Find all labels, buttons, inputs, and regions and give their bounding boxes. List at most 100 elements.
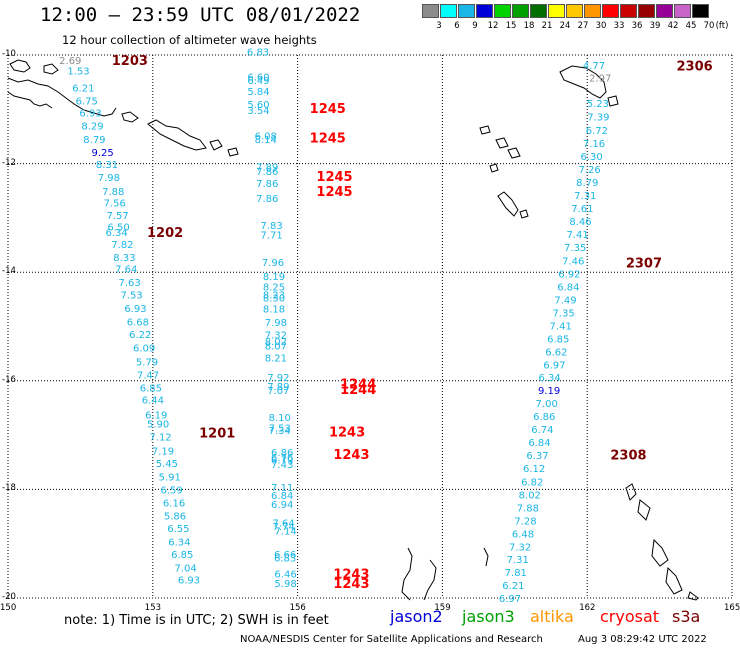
wave-height-value: 7.19 [152,446,174,457]
wave-height-value: 7.83 [260,221,282,232]
wave-height-value: 6.37 [526,451,548,462]
wave-height-value: 8.33 [113,253,135,264]
lon-label: 153 [144,603,162,613]
wave-height-value: 7.89 [256,162,278,173]
wave-height-value: 8.21 [265,353,287,364]
scale-label: 24 [559,21,571,31]
coastline-island [519,209,529,219]
coastline-reef [687,591,699,601]
wave-height-value: 6.93 [124,304,146,315]
wave-height-value: 7.07 [267,386,289,397]
wave-height-value: 6.34 [538,373,560,384]
coastline-solomons [559,65,607,99]
scale-label: 70 [703,21,715,31]
scale-label: 27 [577,21,589,31]
wave-height-value: 7.31 [507,555,529,566]
pass-time-label: 2306 [676,59,712,74]
scale-label: 39 [649,21,661,31]
coastline-island [607,95,619,107]
track-values: 2.691.536.216.756.938.298.799.258.317.98… [59,48,611,605]
scale-swatch [440,4,457,18]
wave-height-value: 7.00 [536,399,558,410]
wave-height-value: 8.23 [263,290,285,301]
footer-date: Aug 3 08:29:42 UTC 2022 [578,634,707,645]
wave-height-value: 1.53 [67,67,89,78]
wave-height-value: 6.12 [523,464,545,475]
lat-label: -12 [2,157,16,168]
wave-height-value: 7.49 [554,295,576,306]
wave-height-value: 6.74 [531,425,553,436]
map-title: 12:00 – 23:59 UTC 08/01/2022 [40,4,361,26]
wave-height-value: 7.04 [175,564,197,575]
wave-height-value: 5.90 [147,420,169,431]
wave-height-value: 2.97 [589,73,611,84]
wave-height-value: 6.85 [547,334,569,345]
wave-height-value: 8.46 [569,217,591,228]
scale-swatch [620,4,637,18]
wave-height-value: 7.41 [566,230,588,241]
lon-label: 159 [434,603,451,613]
wave-height-value: 5.86 [164,511,186,522]
wave-height-value: 5.79 [136,357,158,368]
wave-height-value: 6.62 [545,347,567,358]
wave-height-value: 7.61 [571,204,593,215]
wave-height-value: 7.32 [509,542,531,553]
lat-label: -20 [2,592,16,602]
wave-height-value: 6.30 [580,152,602,163]
wave-height-value: 6.34 [168,538,190,549]
lon-label: 162 [579,603,596,613]
scale-swatch [566,4,583,18]
wave-height-value: 7.31 [574,191,596,202]
wave-height-value: 6.68 [127,318,149,329]
wave-height-value: 6.34 [105,228,127,239]
wave-height-value: 7.96 [262,258,284,269]
wave-height-value: 6.22 [129,330,151,341]
coastline-reef [625,483,637,501]
coastline-island [479,125,491,135]
wave-height-value: 8.31 [96,160,118,171]
wave-height-value: 6.59 [161,485,183,496]
scale-label: 18 [523,21,535,31]
scale-swatch [422,4,439,18]
wave-height-value: 7.39 [587,112,609,123]
wave-height-value: 7.98 [265,318,287,329]
wave-height-value: 7.98 [98,173,120,184]
wave-height-value: 7.28 [514,516,536,527]
coastline-island [495,137,509,149]
wave-height-value: 8.29 [81,122,103,133]
coastline-reef [637,499,651,521]
wave-height-value: 7.53 [269,423,291,434]
wave-height-value: 8.79 [83,135,105,146]
scale-label: 15 [505,21,517,31]
pass-time-label: 2308 [610,449,646,464]
wave-height-value: 5.98 [274,579,296,590]
wave-height-value: 7.41 [550,321,572,332]
coastline-reef [423,559,437,601]
lat-lon-grid [7,54,733,599]
wave-height-value: 6.94 [271,500,293,511]
pass-time-label: 1245 [310,102,346,117]
scale-label: 3 [436,21,442,31]
wave-height-value: 8.07 [265,342,287,353]
wave-height-value: 8.14 [255,135,277,146]
wave-height-value: 5.84 [247,87,269,98]
wave-height-value: 6.21 [502,581,524,592]
wave-height-value: 6.97 [543,361,565,372]
scale-swatch [458,4,475,18]
scale-label: 30 [595,21,607,31]
wave-height-value: 8.25 [263,282,285,293]
wave-height-value: 7.14 [274,527,296,538]
wave-height-value: 7.53 [120,290,142,301]
color-scale-legend: 3 6 9 12 15 18 21 24 27 30 33 36 39 42 45 70 (ft) [422,4,728,34]
scale-label: 33 [613,21,625,31]
wave-height-value: 7.64 [115,264,137,275]
footer-credit: NOAA/NESDIS Center for Satellite Applica… [240,634,543,645]
pass-time-label: 1202 [147,226,183,241]
wave-height-value: 6.46 [274,570,296,581]
wave-height-value: 8.10 [269,413,291,424]
lat-label: -14 [2,266,16,277]
wave-height-value: 9.19 [538,386,560,397]
wave-height-value: 6.83 [274,553,296,564]
coastline-island [497,191,519,217]
lat-label: -18 [2,483,16,494]
